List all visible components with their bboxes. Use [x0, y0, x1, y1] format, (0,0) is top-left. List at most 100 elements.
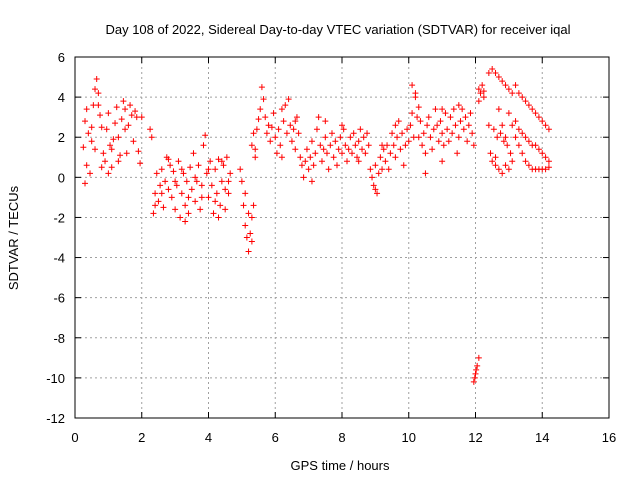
x-tick-label: 4 [205, 430, 212, 445]
data-point-marker [360, 134, 367, 141]
data-point-marker [352, 142, 359, 149]
data-point-marker [150, 210, 157, 217]
data-point-marker [308, 138, 315, 145]
data-point-marker [333, 162, 340, 169]
data-point-marker [487, 150, 494, 157]
data-point-marker [477, 90, 484, 97]
data-point-marker [409, 110, 416, 117]
data-point-marker [434, 122, 441, 129]
data-point-marker [344, 158, 351, 165]
data-point-marker [502, 82, 509, 89]
data-point-marker [312, 150, 319, 157]
data-point-marker [509, 90, 516, 97]
data-point-marker [327, 142, 334, 149]
data-point-marker [545, 126, 552, 133]
data-point-marker [455, 102, 462, 109]
data-point-marker [339, 122, 345, 129]
x-tick-label: 10 [402, 430, 416, 445]
data-point-marker [445, 138, 452, 145]
data-point-marker [317, 142, 324, 149]
data-point-marker [118, 116, 125, 123]
data-point-marker [452, 122, 459, 129]
data-point-marker [499, 78, 506, 85]
data-point-marker [215, 214, 222, 221]
data-point-marker [370, 182, 377, 189]
data-point-marker [422, 170, 429, 177]
data-point-marker [157, 182, 164, 189]
data-point-marker [382, 158, 389, 165]
data-point-marker [248, 238, 255, 245]
data-point-marker [155, 198, 162, 205]
data-point-marker [313, 126, 320, 133]
data-point-marker [108, 146, 115, 153]
data-point-marker [474, 362, 481, 369]
data-point-marker [165, 156, 172, 163]
data-point-marker [545, 164, 552, 171]
data-point-marker [455, 134, 462, 141]
y-tick-label: -10 [46, 371, 65, 386]
data-point-marker [437, 118, 444, 125]
x-tick-label: 8 [338, 430, 345, 445]
data-point-marker [525, 138, 532, 145]
data-point-marker [454, 150, 461, 157]
data-point-marker [322, 134, 329, 141]
data-point-marker [152, 202, 159, 209]
data-point-marker [379, 142, 386, 149]
data-point-marker [148, 134, 155, 141]
data-point-marker [258, 84, 265, 91]
data-point-marker [252, 154, 259, 161]
data-point-marker [107, 142, 114, 149]
data-point-marker [374, 190, 381, 197]
data-point-marker [187, 164, 194, 171]
data-point-marker [490, 126, 497, 133]
data-point-marker [192, 174, 199, 181]
data-point-marker [212, 166, 219, 173]
data-point-marker [449, 130, 456, 137]
data-point-marker [397, 146, 404, 153]
data-point-marker [535, 146, 542, 153]
data-point-marker [255, 116, 262, 123]
data-point-marker [392, 122, 399, 129]
data-point-marker [87, 170, 94, 177]
data-point-marker [252, 146, 259, 153]
data-point-marker [349, 150, 356, 157]
x-tick-label: 6 [272, 430, 279, 445]
data-point-marker [425, 114, 432, 121]
data-point-marker [247, 230, 254, 237]
y-tick-label: 2 [58, 130, 65, 145]
data-point-marker [522, 158, 529, 165]
data-point-marker [268, 124, 275, 131]
data-point-marker [278, 154, 285, 161]
data-point-marker [539, 118, 546, 125]
data-point-marker [355, 138, 362, 145]
data-point-marker [112, 120, 119, 127]
y-tick-label: 0 [58, 170, 65, 185]
data-point-marker [415, 104, 422, 111]
data-point-marker [392, 154, 399, 161]
data-point-marker [207, 158, 214, 165]
data-point-marker [380, 146, 387, 153]
data-point-marker [545, 158, 552, 165]
data-point-marker [379, 166, 386, 173]
data-point-marker [505, 110, 512, 117]
data-point-marker [492, 162, 499, 169]
data-point-marker [525, 102, 532, 109]
data-point-marker [197, 206, 204, 213]
data-point-marker [400, 162, 407, 169]
data-point-marker [262, 114, 269, 121]
data-point-marker [504, 142, 511, 149]
data-point-marker [237, 166, 244, 173]
data-point-marker [387, 150, 394, 157]
data-point-marker [192, 198, 199, 205]
data-point-marker [222, 186, 229, 193]
data-point-marker [245, 248, 252, 255]
data-point-marker [315, 114, 322, 121]
data-point-marker [80, 144, 87, 151]
data-point-marker [203, 170, 210, 177]
y-tick-label: -8 [53, 331, 65, 346]
data-point-marker [499, 170, 506, 177]
data-point-marker [470, 378, 477, 385]
data-point-marker [125, 122, 132, 129]
data-point-marker [115, 134, 122, 141]
data-point-marker [305, 166, 312, 173]
